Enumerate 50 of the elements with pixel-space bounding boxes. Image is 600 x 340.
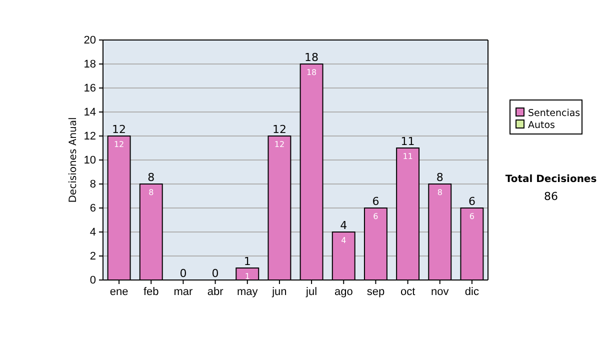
y-tick-label: 10	[84, 154, 96, 167]
y-tick-label: 2	[90, 250, 96, 263]
x-tick-label: jul	[305, 286, 318, 298]
x-tick-label: ene	[110, 286, 128, 298]
legend-label: Sentencias	[528, 108, 580, 119]
data-label: 8	[148, 188, 154, 197]
x-tick-label: mar	[174, 286, 194, 298]
y-tick-label: 12	[84, 130, 96, 143]
total-label: 12	[112, 123, 126, 136]
x-tick-label: jun	[271, 286, 287, 298]
x-tick-label: ago	[334, 286, 353, 298]
y-tick-label: 4	[90, 226, 96, 239]
x-tick-label: abr	[207, 286, 224, 298]
y-tick-label: 6	[90, 202, 96, 215]
data-label: 6	[373, 212, 378, 221]
y-tick-label: 18	[84, 58, 96, 71]
x-tick-label: nov	[431, 286, 450, 298]
total-label: 0	[212, 267, 219, 280]
total-label: 4	[340, 219, 348, 232]
legend-label: Autos	[528, 120, 556, 131]
text: Total Decisiones	[505, 174, 597, 185]
x-tick-label: feb	[143, 286, 159, 298]
total-label: 6	[372, 195, 380, 208]
total-label: 1	[244, 255, 251, 268]
x-tick-label: oct	[400, 286, 416, 298]
y-axis-title: Decisiones Anual	[68, 117, 79, 203]
y-tick-label: 20	[84, 34, 96, 47]
total-label: 8	[436, 171, 444, 184]
data-label: 12	[114, 140, 124, 149]
data-label: 4	[341, 236, 346, 245]
data-label: 18	[306, 68, 317, 77]
y-tick-label: 16	[84, 82, 96, 95]
x-tick-label: dic	[464, 286, 480, 298]
total-label: 12	[272, 123, 286, 136]
total-label: 18	[304, 51, 319, 64]
total-label: 11	[400, 135, 415, 148]
x-tick-label: may	[236, 286, 258, 298]
total-label: 8	[148, 171, 155, 184]
x-tick-label: sep	[366, 286, 385, 298]
y-tick-label: 14	[84, 106, 96, 119]
y-tick-label: 0	[90, 274, 96, 287]
total-label: 6	[468, 195, 476, 208]
data-label: 11	[402, 152, 413, 161]
total-label: 0	[180, 267, 187, 280]
data-label: 1	[244, 272, 250, 281]
data-label: 8	[437, 188, 442, 197]
text: 86	[544, 190, 558, 203]
data-label: 6	[469, 212, 475, 221]
y-tick-label: 8	[90, 178, 96, 191]
data-label: 12	[274, 140, 285, 149]
